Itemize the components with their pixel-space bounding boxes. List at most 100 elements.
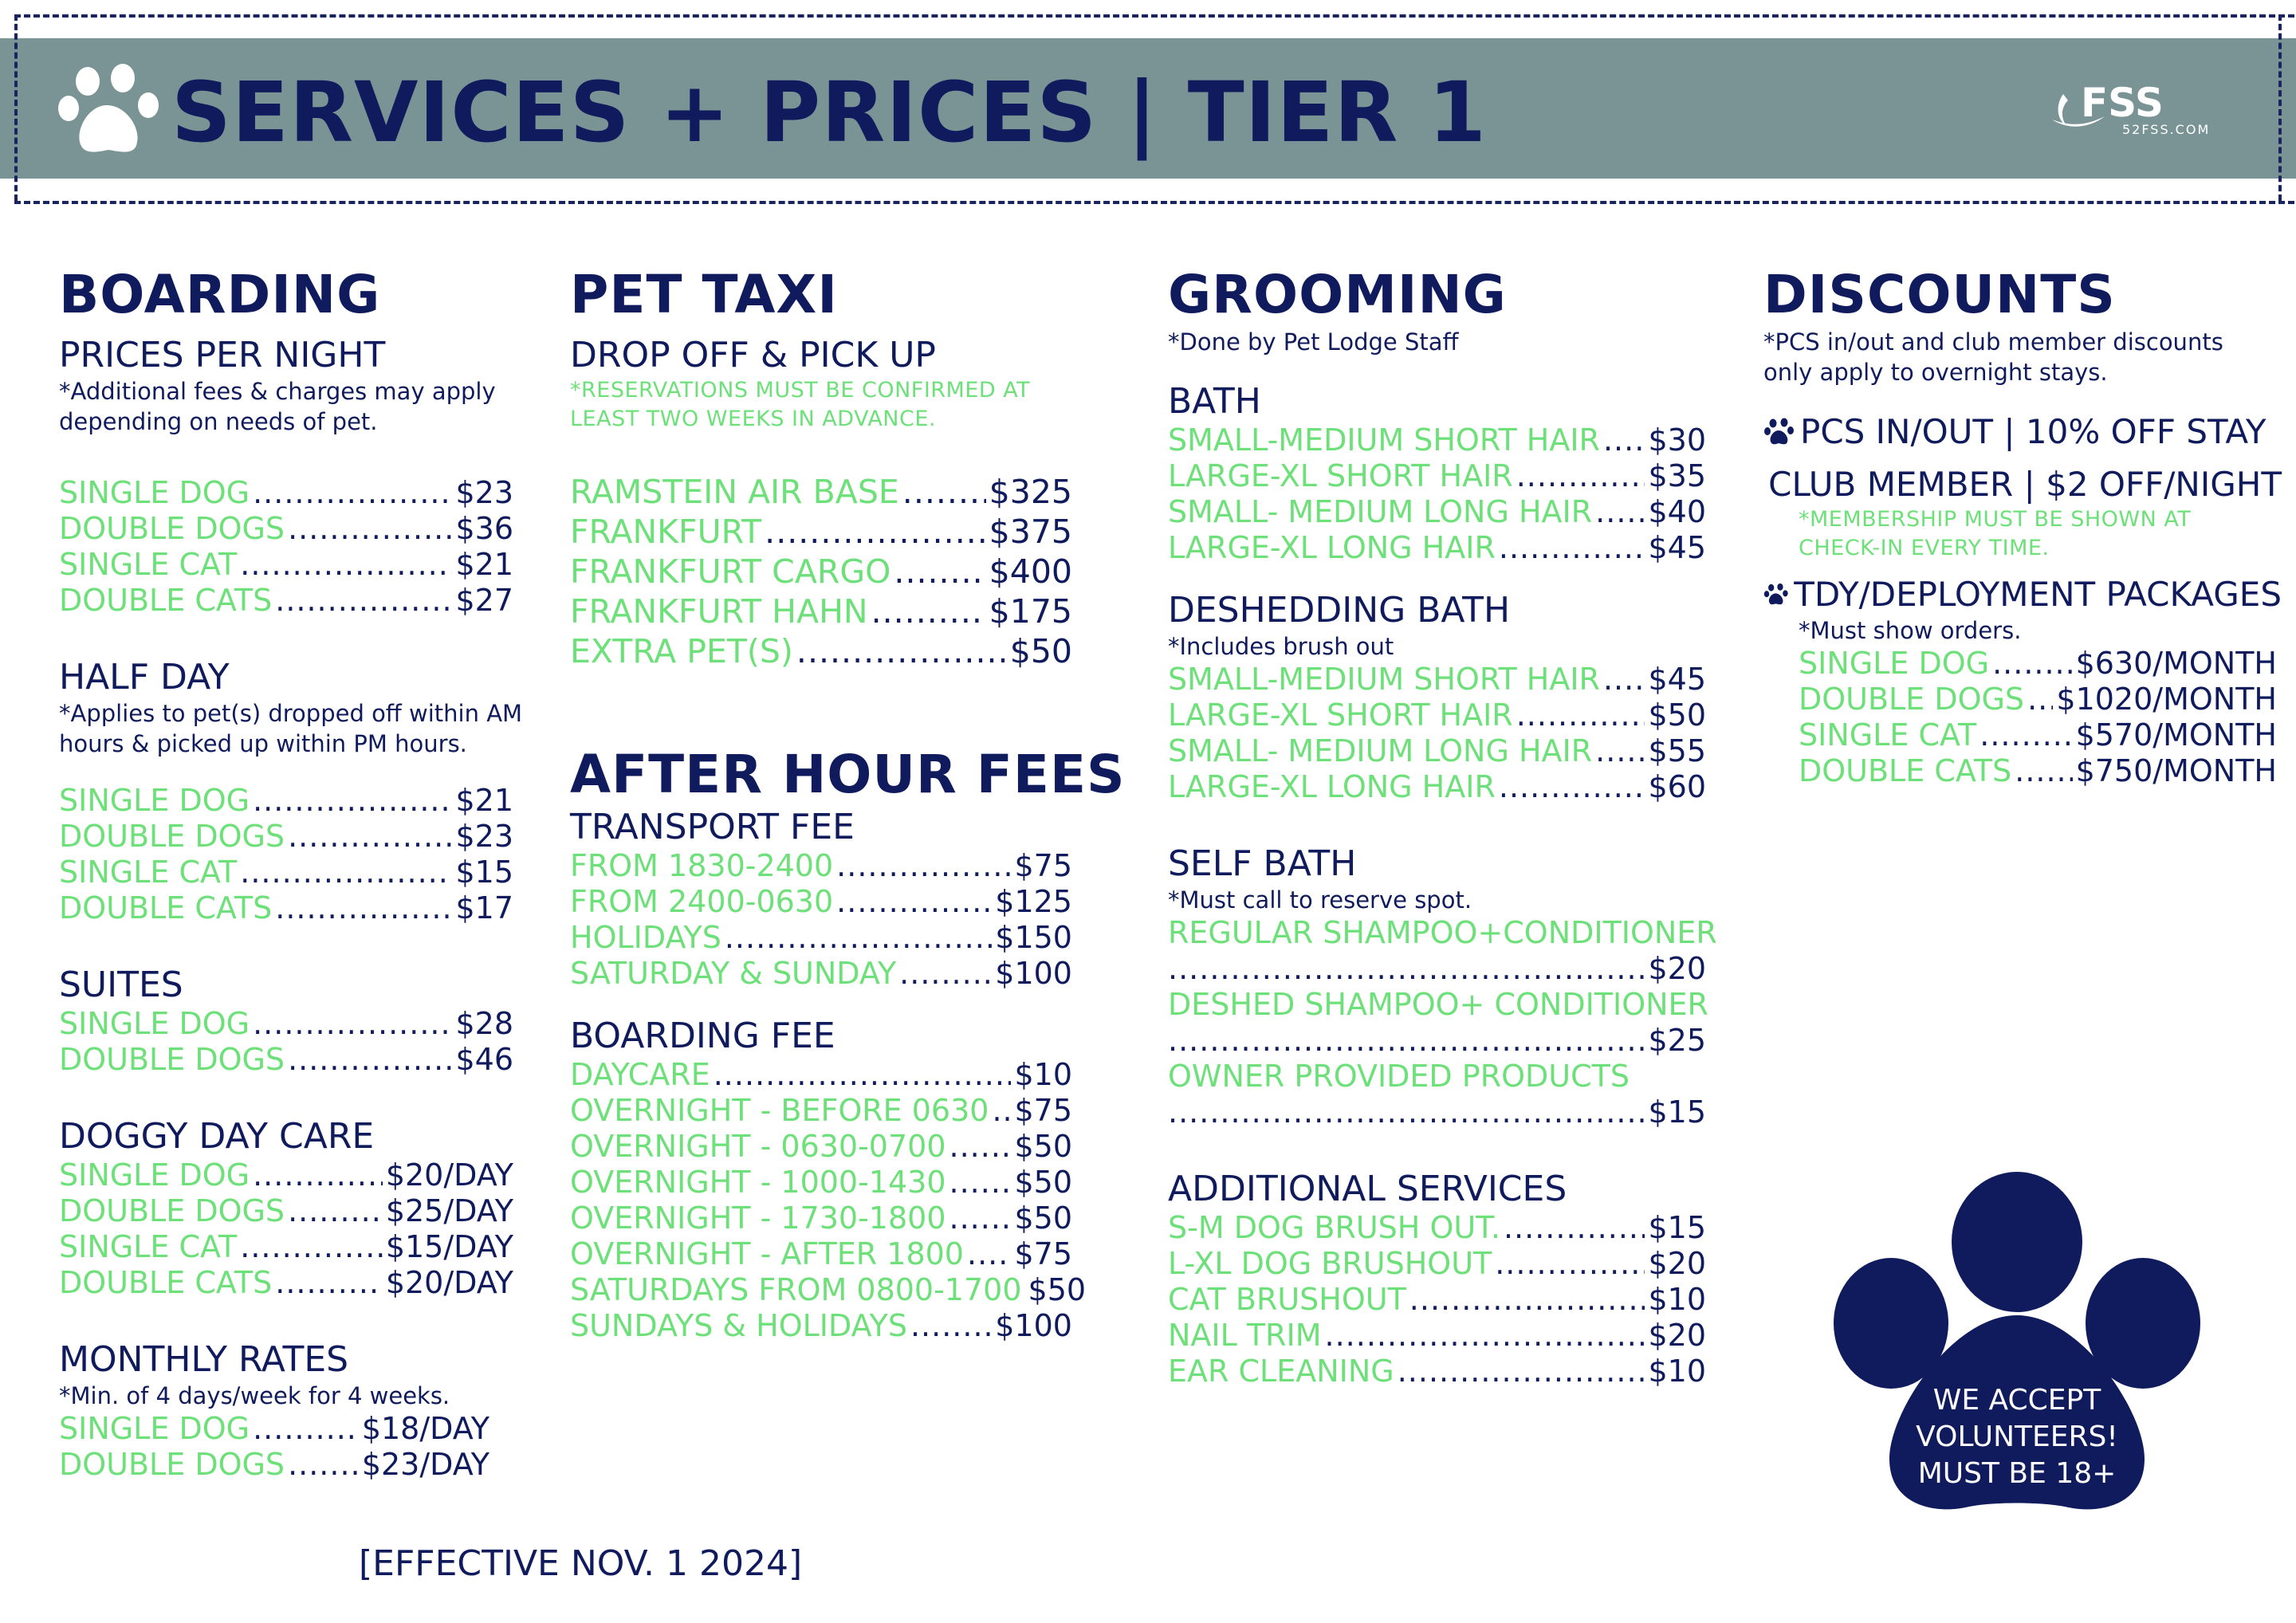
doggy-day-care-list: SINGLE DOG$20/DAY DOUBLE DOGS$25/DAY SIN… (59, 1157, 513, 1301)
additional-services-label: ADDITIONAL SERVICES (1168, 1169, 1567, 1209)
price-row: REGULAR SHAMPOO+CONDITIONER $20 (1168, 915, 1717, 987)
price-row: SATURDAYS FROM 0800-1700 $50 (570, 1272, 1087, 1307)
price-row: OVERNIGHT - 1730-1800$50 (570, 1201, 1072, 1236)
transport-fee-label: TRANSPORT FEE (570, 807, 855, 847)
price-row: SMALL-MEDIUM SHORT HAIR$45 (1168, 662, 1706, 698)
boarding-fee-list: DAYCARE$10 OVERNIGHT - BEFORE 0630$75 OV… (570, 1057, 1087, 1344)
half-day-list: SINGLE DOG$21 DOUBLE DOGS$23 SINGLE CAT$… (59, 783, 513, 926)
price-row: OVERNIGHT - BEFORE 0630$75 (570, 1093, 1072, 1129)
deshedding-list: SMALL-MEDIUM SHORT HAIR$45 LARGE-XL SHOR… (1168, 662, 1706, 805)
discounts-title: DISCOUNTS (1763, 264, 2116, 325)
discounts-note: *PCS in/out and club member discounts on… (1763, 328, 2223, 386)
deshedding-note: *Includes brush out (1168, 633, 1394, 660)
price-row: SINGLE DOG$20/DAY (59, 1157, 513, 1193)
volunteer-paw-badge: WE ACCEPT VOLUNTEERS! MUST BE 18+ (1834, 1172, 2200, 1510)
pet-taxi-note: *RESERVATIONS MUST BE CONFIRMED AT LEAST… (570, 378, 1031, 431)
after-hours-title: AFTER HOUR FEES (570, 744, 1126, 805)
club-note: *MEMBERSHIP MUST BE SHOWN AT CHECK-IN EV… (1799, 507, 2192, 560)
price-row: NAIL TRIM$20 (1168, 1318, 1706, 1354)
price-row: LARGE-XL LONG HAIR$45 (1168, 530, 1706, 566)
deshedding-label: DESHEDDING BATH (1168, 590, 1511, 631)
boarding-fee-label: BOARDING FEE (570, 1016, 835, 1056)
boarding-column: BOARDING PRICES PER NIGHT *Additional fe… (59, 263, 522, 1483)
price-row: SINGLE CAT$21 (59, 547, 513, 583)
price-row: LARGE-XL SHORT HAIR$50 (1168, 698, 1706, 733)
price-row: FRANKFURT HAHN$175 (570, 591, 1072, 631)
price-row: DOUBLE CATS$20/DAY (59, 1265, 513, 1301)
paw-bullet-icon (1764, 418, 1794, 445)
half-day-note: *Applies to pet(s) dropped off within AM… (59, 700, 523, 757)
half-day-label: HALF DAY (59, 657, 230, 698)
bath-list: SMALL-MEDIUM SHORT HAIR$30 LARGE-XL SHOR… (1168, 422, 1706, 566)
self-bath-note: *Must call to reserve spot. (1168, 886, 1472, 914)
dashed-border-left (14, 14, 18, 201)
price-row: CAT BRUSHOUT$10 (1168, 1282, 1706, 1318)
pet-taxi-title: PET TAXI (570, 264, 838, 325)
header-banner (0, 38, 2296, 179)
price-row: DOUBLE DOGS$25/DAY (59, 1193, 513, 1229)
pet-taxi-label: DROP OFF & PICK UP (570, 335, 936, 375)
self-bath-list: REGULAR SHAMPOO+CONDITIONER $20 DESHED S… (1168, 915, 1717, 1130)
price-row: SINGLE CAT$15 (59, 855, 513, 890)
discounts-column: DISCOUNTS *PCS in/out and club member di… (1763, 263, 2282, 789)
price-row: DOUBLE DOGS$1020/MONTH (1799, 682, 2277, 717)
bath-label: BATH (1168, 381, 1261, 422)
price-row: LARGE-XL LONG HAIR$60 (1168, 769, 1706, 805)
price-row: OWNER PROVIDED PRODUCTS $15 (1168, 1059, 1706, 1130)
suites-list: SINGLE DOG$28 DOUBLE DOGS$46 (59, 1006, 513, 1078)
price-row: HOLIDAYS$150 (570, 920, 1072, 956)
price-row: L-XL DOG BRUSHOUT$20 (1168, 1246, 1706, 1282)
boarding-title: BOARDING (59, 264, 381, 325)
pet-taxi-column: PET TAXI DROP OFF & PICK UP *RESERVATION… (570, 263, 1126, 1344)
self-bath-label: SELF BATH (1168, 843, 1357, 884)
paw-icon (58, 64, 159, 152)
price-row: FRANKFURT CARGO$400 (570, 552, 1072, 591)
monthly-rates-label: MONTHLY RATES (59, 1339, 349, 1380)
price-row: SINGLE DOG$630/MONTH (1799, 646, 2277, 682)
price-row: DAYCARE$10 (570, 1057, 1072, 1093)
per-night-note: *Additional fees & charges may apply dep… (59, 378, 496, 435)
price-row: OVERNIGHT - AFTER 1800$75 (570, 1236, 1072, 1272)
monthly-rates-list: SINGLE DOG$18/DAY DOUBLE DOGS$23/DAY (59, 1411, 489, 1483)
price-row: DOUBLE CATS$17 (59, 890, 513, 926)
dashed-border-bottom (14, 201, 2294, 204)
effective-date: [EFFECTIVE NOV. 1 2024] (359, 1543, 803, 1584)
price-row: SINGLE DOG$23 (59, 475, 513, 511)
svg-text:52FSS.COM: 52FSS.COM (2122, 122, 2210, 137)
price-row: SINGLE DOG$21 (59, 783, 513, 819)
price-row: SINGLE CAT$570/MONTH (1799, 717, 2277, 753)
paw-bullet-icon (1763, 583, 1788, 605)
price-row: SMALL- MEDIUM LONG HAIR$40 (1168, 494, 1706, 530)
price-row: SMALL- MEDIUM LONG HAIR$55 (1168, 733, 1706, 769)
price-row: DESHED SHAMPOO+ CONDITIONER $25 (1168, 987, 1708, 1059)
price-row: OVERNIGHT - 0630-0700$50 (570, 1129, 1072, 1165)
pcs-discount: PCS IN/OUT | 10% OFF STAY (1763, 411, 2282, 453)
transport-fee-list: FROM 1830-2400$75 FROM 2400-0630$125 HOL… (570, 848, 1072, 992)
price-row: SINGLE DOG$28 (59, 1006, 513, 1042)
price-row: DOUBLE DOGS$36 (59, 511, 513, 547)
price-row: S-M DOG BRUSH OUT.$15 (1168, 1210, 1706, 1246)
grooming-title: GROOMING (1168, 264, 1507, 325)
page-title: SERVICES + PRICES | TIER 1 (171, 64, 1488, 161)
grooming-column: GROOMING *Done by Pet Lodge Staff BATH S… (1168, 263, 1717, 1389)
price-row: EAR CLEANING$10 (1168, 1354, 1706, 1389)
price-row: RAMSTEIN AIR BASE$325 (570, 472, 1072, 512)
doggy-day-care-label: DOGGY DAY CARE (59, 1116, 375, 1157)
price-row: OVERNIGHT - 1000-1430$50 (570, 1165, 1072, 1201)
price-row: DOUBLE CATS$750/MONTH (1799, 753, 2277, 789)
price-row: SUNDAYS & HOLIDAYS$100 (570, 1308, 1072, 1344)
price-row: EXTRA PET(S)$50 (570, 631, 1072, 671)
tdy-note: *Must show orders. (1799, 617, 2022, 644)
svg-text:VOLUNTEERS!: VOLUNTEERS! (1916, 1421, 2118, 1453)
price-row: SINGLE DOG$18/DAY (59, 1411, 489, 1447)
grooming-note: *Done by Pet Lodge Staff (1168, 328, 1459, 356)
price-row: SATURDAY & SUNDAY$100 (570, 956, 1072, 992)
price-row: FROM 2400-0630$125 (570, 884, 1072, 920)
price-row: SINGLE CAT$15/DAY (59, 1229, 513, 1265)
price-row: FROM 1830-2400$75 (570, 848, 1072, 884)
pet-taxi-list: RAMSTEIN AIR BASE$325 FRANKFURT$375 FRAN… (570, 472, 1072, 671)
per-night-label: PRICES PER NIGHT (59, 335, 386, 375)
price-row: DOUBLE CATS$27 (59, 583, 513, 619)
per-night-list: SINGLE DOG$23 DOUBLE DOGS$36 SINGLE CAT$… (59, 475, 513, 619)
monthly-rates-note: *Min. of 4 days/week for 4 weeks. (59, 1382, 450, 1409)
